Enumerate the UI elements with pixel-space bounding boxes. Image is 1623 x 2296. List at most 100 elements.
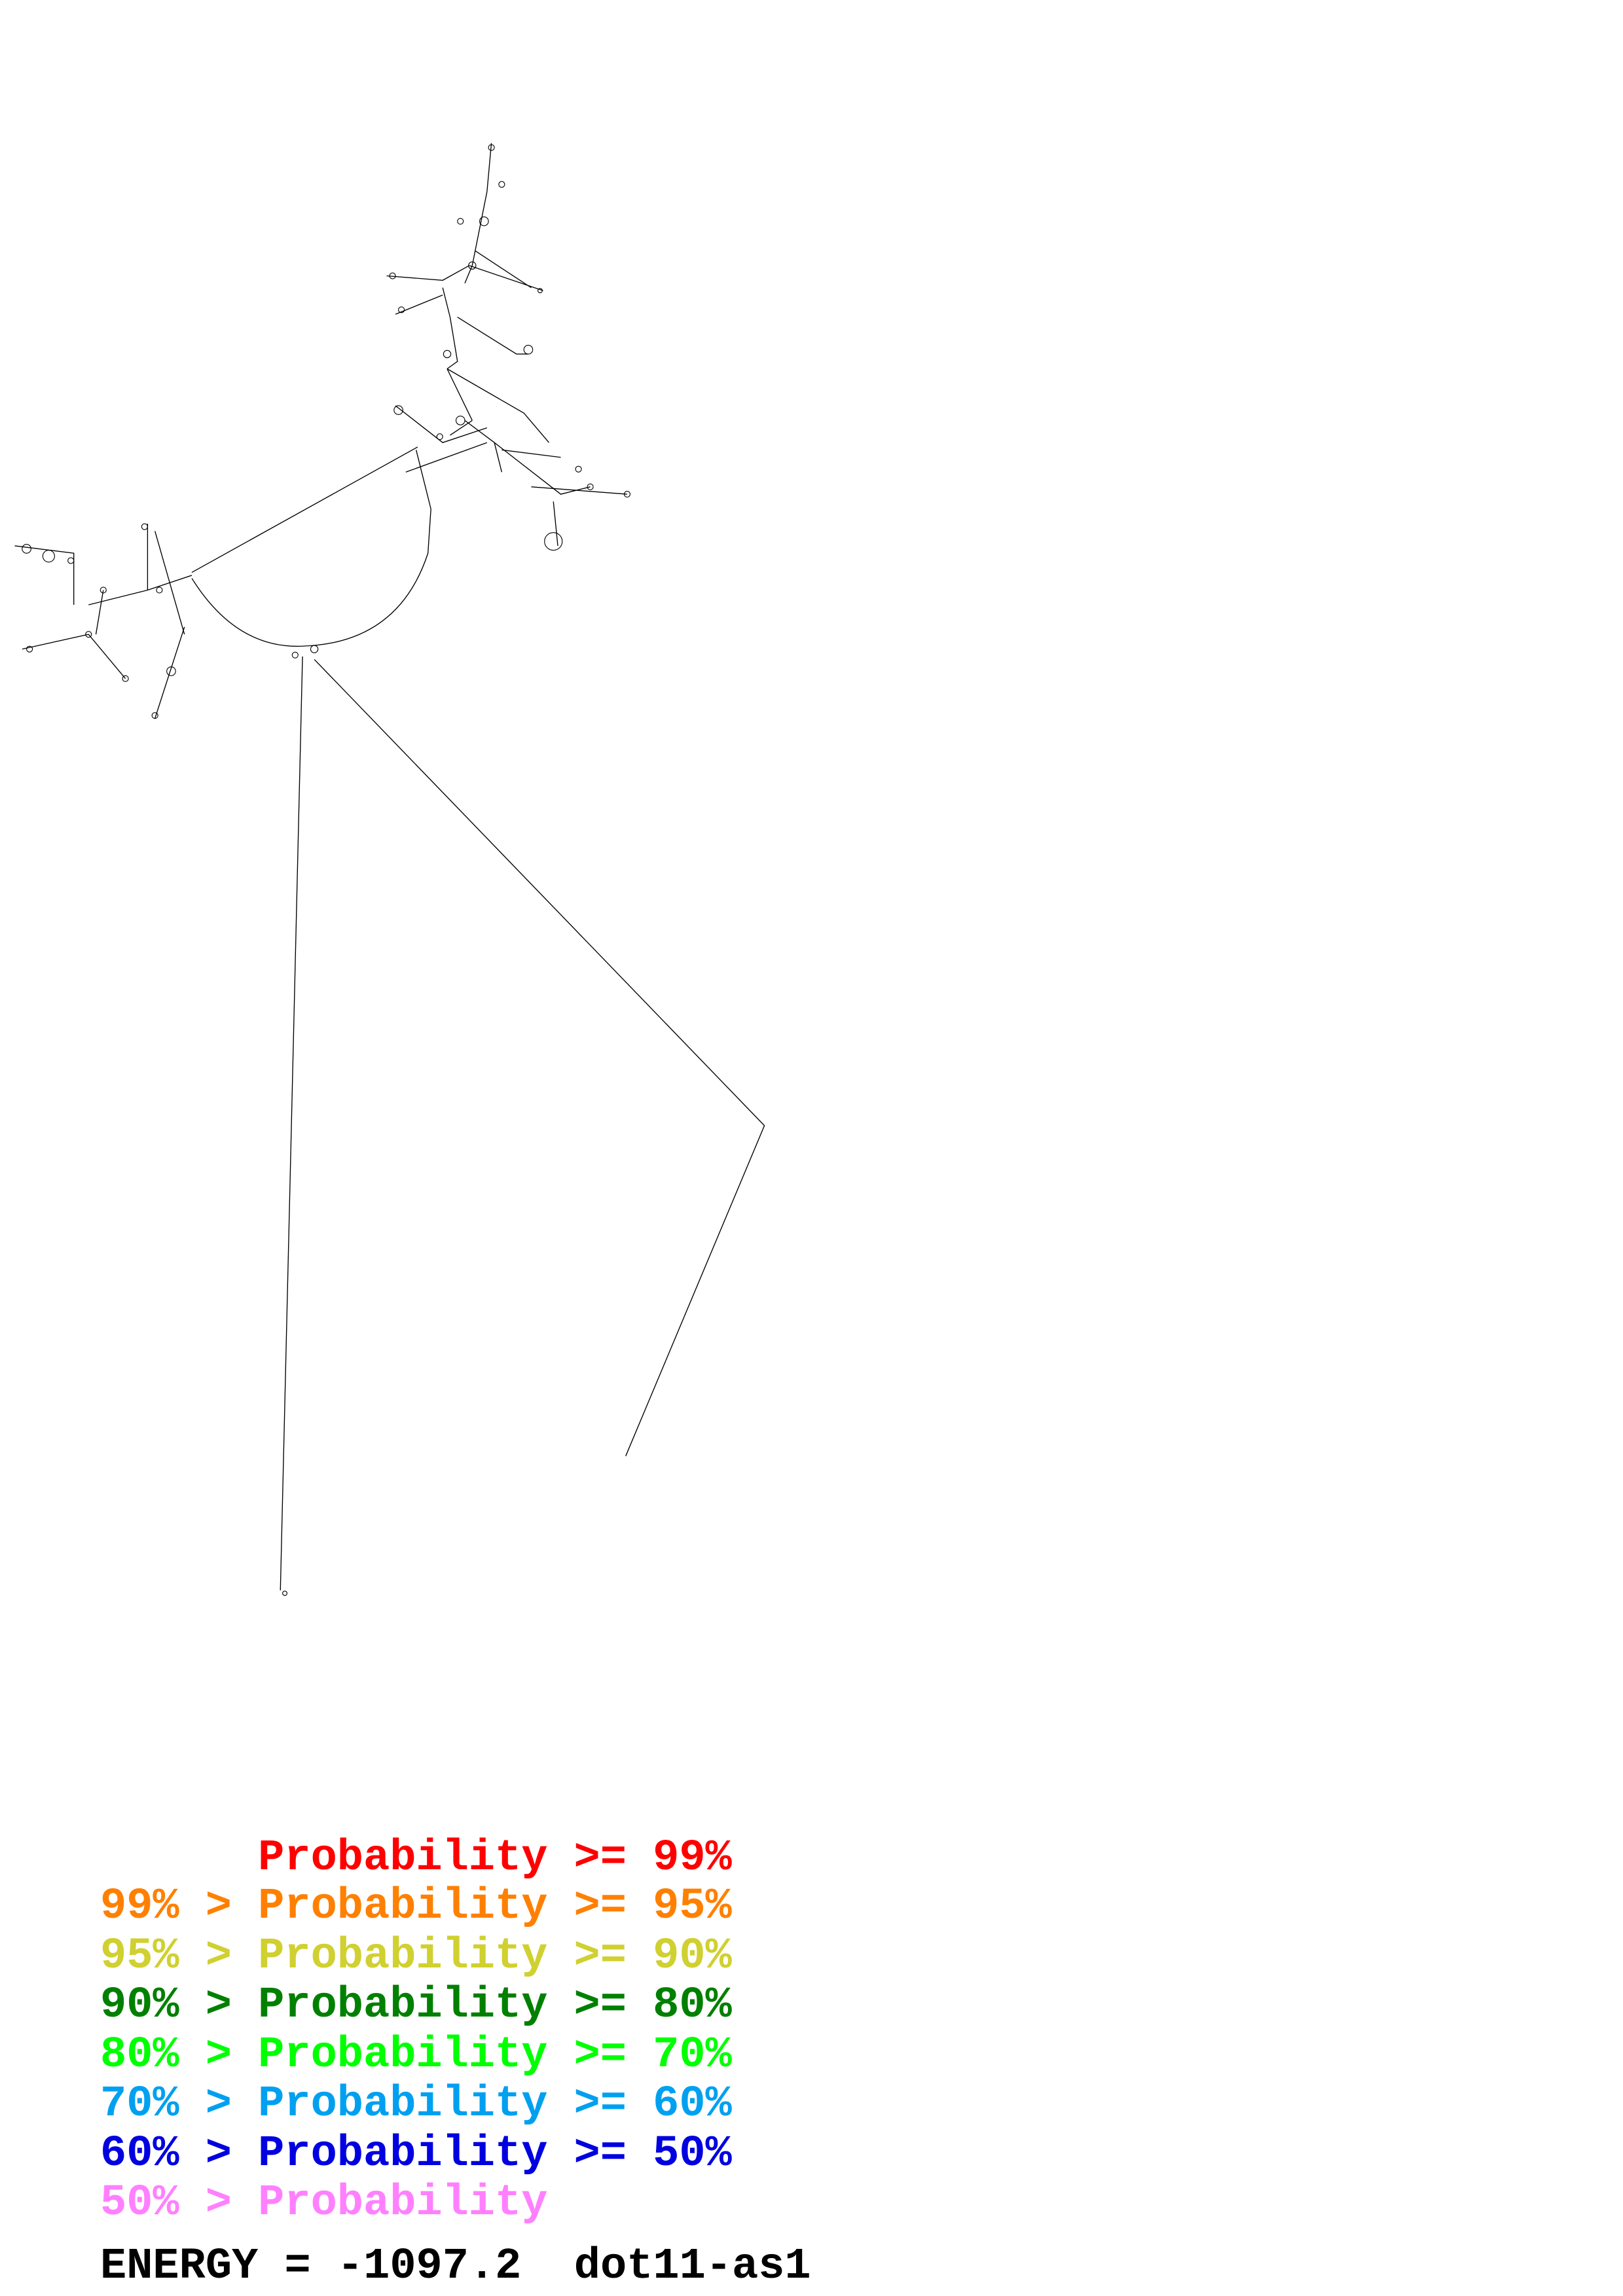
hairpin-loop — [156, 586, 163, 594]
legend-lower: 70% — [100, 2079, 179, 2129]
energy-label: ENERGY — [100, 2242, 259, 2291]
legend-gt: > — [205, 2030, 232, 2080]
backbone-segment — [475, 250, 532, 289]
energy-line: ENERGY = -1097.2 dot11-as1 — [100, 2245, 811, 2289]
backbone-segment — [464, 143, 492, 284]
legend-ge: >= — [574, 1931, 627, 1981]
hairpin-loop — [166, 666, 176, 676]
legend-row: 99% > Probability >= 95% — [100, 1885, 732, 1929]
legend-label: Probability — [258, 1981, 548, 2030]
backbone-segment — [442, 287, 451, 317]
legend-row: 70% > Probability >= 60% — [100, 2083, 732, 2126]
hairpin-loop — [436, 433, 443, 440]
hairpin-loop — [457, 218, 464, 225]
hairpin-loop — [141, 523, 148, 530]
backbone-segment — [494, 442, 591, 495]
legend-lower: 50% — [100, 2178, 179, 2228]
hairpin-loop — [479, 216, 489, 226]
backbone-segment — [191, 450, 431, 647]
backbone-segment — [447, 317, 458, 370]
rna-structure-diagram — [14, 143, 765, 1596]
legend-label: Probability — [258, 2030, 548, 2080]
legend-ge: >= — [574, 2129, 627, 2179]
hairpin-loop — [398, 306, 405, 314]
legend-gt: > — [205, 2178, 232, 2228]
legend-gt: > — [205, 1931, 232, 1981]
backbone-segment — [447, 368, 473, 421]
backbone-segment — [450, 420, 473, 436]
hairpin-loop — [455, 416, 465, 425]
hairpin-loop — [443, 350, 452, 359]
legend-lower: 90% — [100, 1981, 179, 2030]
hairpin-loop — [587, 483, 594, 490]
legend-gt: > — [205, 2079, 232, 2129]
backbone-segment — [314, 659, 765, 1456]
backbone-segment — [405, 442, 488, 473]
legend-label: Probability — [258, 2079, 548, 2129]
backbone-segment — [95, 590, 104, 635]
hairpin-loop — [100, 586, 107, 594]
legend-ge: >= — [574, 2030, 627, 2080]
backbone-segment — [501, 449, 561, 458]
hairpin-loop — [468, 261, 477, 270]
hairpin-loop — [85, 631, 92, 638]
legend-row: Probability >= 99% — [100, 1837, 732, 1880]
legend-label: Probability — [258, 1931, 548, 1981]
backbone-segment — [191, 446, 418, 573]
hairpin-loop — [488, 144, 495, 151]
energy-value: -1097.2 — [337, 2242, 522, 2291]
legend-upper: 60% — [653, 2079, 732, 2129]
legend-row: 50% > Probability — [100, 2181, 732, 2225]
legend-upper: 80% — [653, 1981, 732, 2030]
legend-label: Probability — [258, 2178, 548, 2228]
legend-row: 95% > Probability >= 90% — [100, 1935, 732, 1979]
backbone-segment — [280, 656, 303, 1590]
backbone-segment — [469, 265, 543, 291]
legend-lower: 95% — [100, 1931, 179, 1981]
backbone-segment — [395, 405, 488, 443]
hairpin-loop — [523, 344, 534, 355]
legend-lower: 99% — [100, 1882, 179, 1931]
legend-gt: > — [205, 1981, 232, 2030]
legend-upper: 95% — [653, 1882, 732, 1931]
legend-upper: 70% — [653, 2030, 732, 2080]
backbone-segment — [457, 317, 528, 355]
hairpin-loop — [282, 1590, 287, 1596]
backbone-segment — [14, 545, 75, 605]
hairpin-loop — [291, 651, 299, 658]
hairpin-loop — [151, 712, 158, 719]
legend-row: 90% > Probability >= 80% — [100, 1984, 732, 2028]
hairpin-loop — [67, 557, 75, 564]
hairpin-loop — [389, 272, 396, 279]
hairpin-loop — [498, 181, 505, 188]
legend-row: 80% > Probability >= 70% — [100, 2034, 732, 2077]
legend-lower: 60% — [100, 2129, 179, 2179]
backbone-segment — [447, 368, 550, 443]
legend-label: Probability — [258, 1882, 548, 1931]
backbone-segment — [155, 626, 185, 719]
sequence-name: dot11-as1 — [574, 2242, 811, 2291]
legend-ge: >= — [574, 2079, 627, 2129]
backbone-segment — [464, 420, 503, 473]
backbone-segment — [553, 501, 558, 547]
legend-gt: > — [205, 1882, 232, 1931]
legend-label: Probability — [258, 2129, 548, 2179]
hairpin-loop — [575, 465, 582, 473]
backbone-segment — [88, 575, 192, 605]
legend-ge: >= — [574, 1882, 627, 1931]
legend-label: Probability — [258, 1833, 548, 1883]
backbone-segment — [395, 295, 443, 315]
hairpin-loop — [310, 645, 319, 653]
legend-lower: 80% — [100, 2030, 179, 2080]
legend-ge: >= — [574, 1833, 627, 1883]
legend-upper: 90% — [653, 1931, 732, 1981]
energy-equals: = — [284, 2242, 311, 2291]
backbone-segment — [531, 486, 628, 495]
hairpin-loop — [26, 645, 33, 653]
hairpin-loop — [538, 288, 543, 293]
legend-upper: 50% — [653, 2129, 732, 2179]
backbone-segment — [386, 265, 470, 281]
hairpin-loop — [544, 532, 563, 551]
hairpin-loop — [122, 675, 129, 682]
hairpin-loop — [623, 491, 631, 498]
